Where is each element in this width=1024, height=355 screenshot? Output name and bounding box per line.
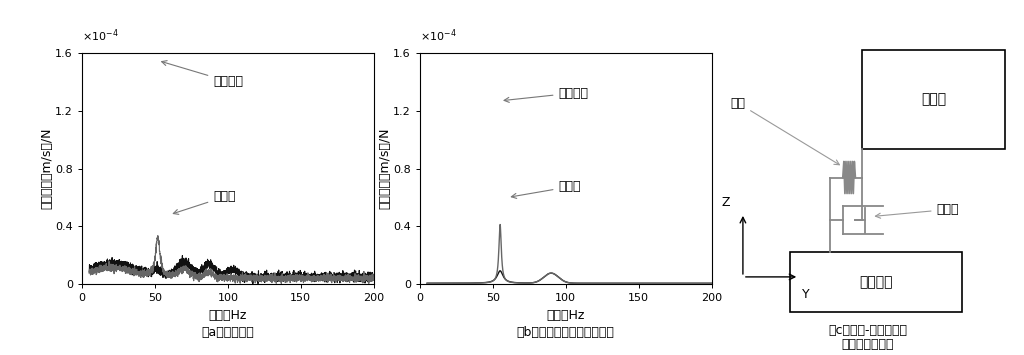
X-axis label: 周波数Hz: 周波数Hz: [547, 308, 585, 322]
Text: （c）工具-工作物間の: （c）工具-工作物間の: [828, 324, 907, 337]
Y-axis label: 速度振幅（m/s）/N: 速度振幅（m/s）/N: [41, 128, 53, 209]
Text: $\times10^{-4}$: $\times10^{-4}$: [420, 27, 457, 44]
Text: 主軸頭: 主軸頭: [921, 92, 946, 106]
Bar: [790, 252, 962, 312]
Text: （b）シミュレーション結果: （b）シミュレーション結果: [517, 326, 614, 339]
Text: 加工中: 加工中: [173, 190, 236, 214]
Text: 減衰性: 減衰性: [876, 203, 959, 218]
Text: テーブル: テーブル: [859, 275, 892, 289]
Text: 加工中: 加工中: [511, 180, 581, 198]
Bar: [861, 50, 1006, 149]
Y-axis label: 速度振幅（m/s）/N: 速度振幅（m/s）/N: [379, 128, 391, 209]
Text: （a）測定結溜: （a）測定結溜: [202, 326, 254, 339]
Text: Z: Z: [722, 196, 730, 209]
Text: $\times10^{-4}$: $\times10^{-4}$: [82, 27, 119, 44]
Text: Y: Y: [802, 288, 810, 301]
Text: 加工なし: 加工なし: [504, 87, 589, 102]
Text: 簡易接触モデル: 簡易接触モデル: [842, 338, 894, 351]
X-axis label: 周波数Hz: 周波数Hz: [209, 308, 247, 322]
Text: 加工なし: 加工なし: [162, 61, 244, 88]
Text: 剛性: 剛性: [730, 97, 840, 165]
